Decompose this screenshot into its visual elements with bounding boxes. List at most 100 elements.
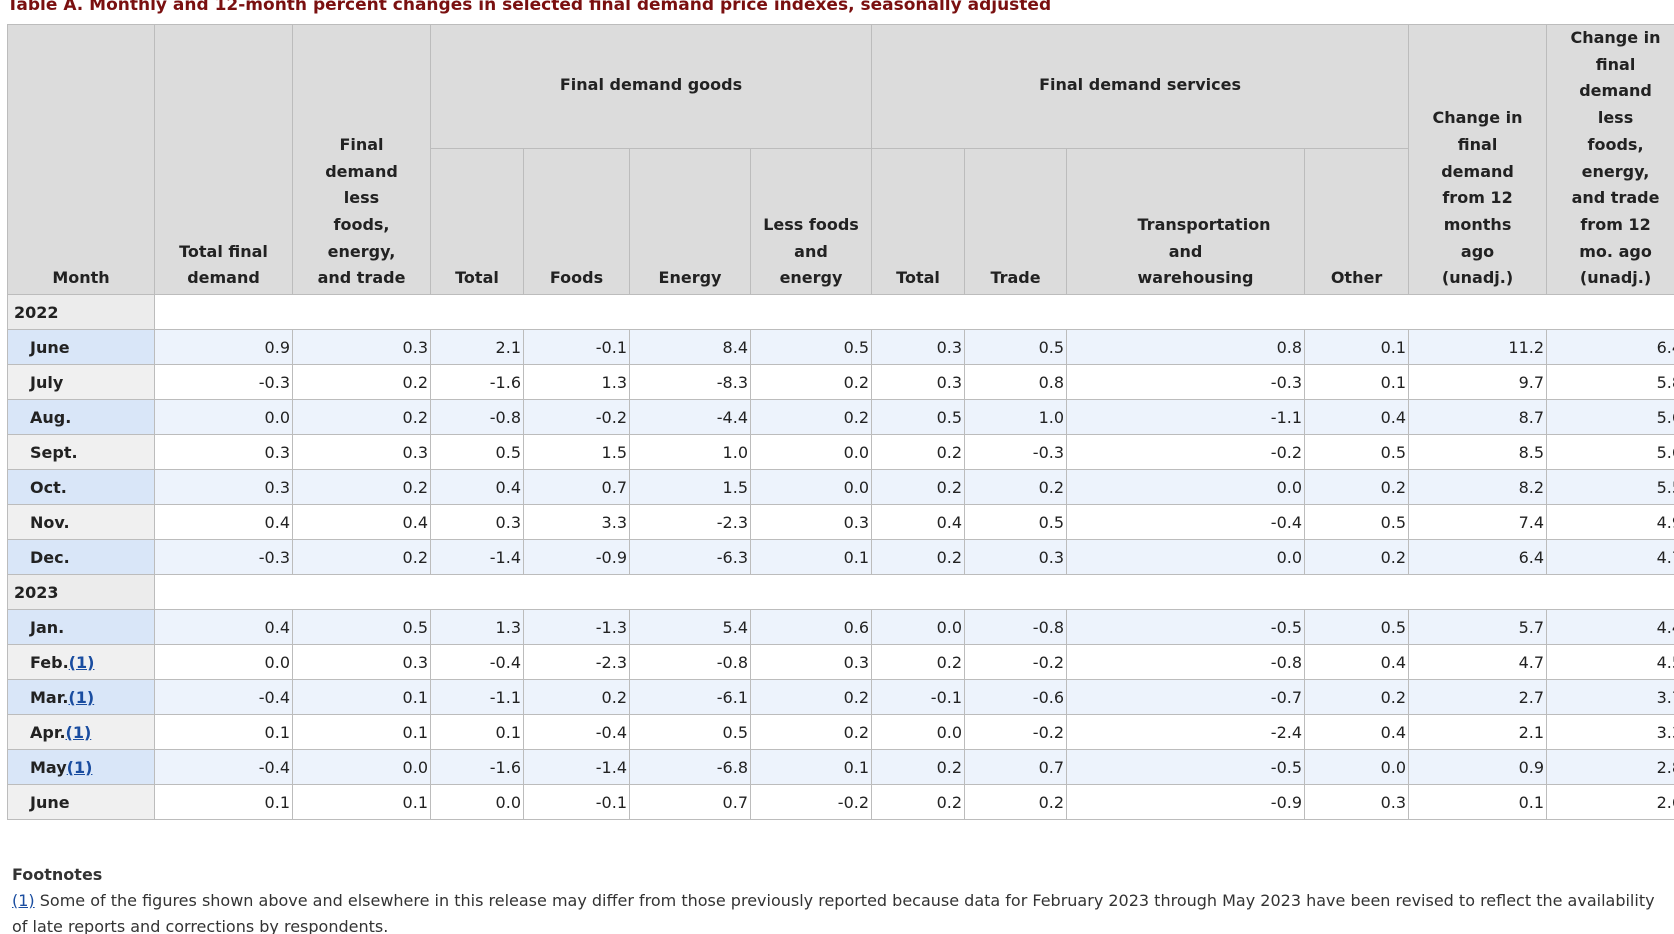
value-cell: 0.3	[154, 434, 293, 471]
value-cell: -2.4	[1066, 714, 1306, 751]
footnote-link[interactable]: (1)	[68, 652, 95, 672]
data-row: Mar.(1) -0.4 0.1 -1.1 0.2 -6.1 0.2 -0.1 -0.6 -0.7…	[7, 679, 1674, 716]
value-cell: 4.9	[1546, 504, 1674, 541]
month-cell: Apr.(1)	[7, 714, 155, 751]
header-text: Total	[455, 268, 499, 288]
value-cell: 0.7	[629, 784, 751, 821]
value-cell: -0.8	[1066, 644, 1306, 681]
value-cell: 0.2	[1304, 469, 1410, 506]
header-text: Month	[52, 268, 110, 288]
value-cell: -0.1	[523, 329, 630, 366]
value-cell: 0.0	[1066, 469, 1306, 506]
value-cell: 0.4	[154, 504, 293, 541]
data-row: Sept. 0.3 0.3 0.5 1.5 1.0 0.0 0.2 -0.3 -0.2 0.5 8.5…	[7, 434, 1674, 471]
value-cell: 0.1	[154, 784, 293, 821]
header-text: Final demand less foods, energy, and tra…	[317, 134, 406, 288]
value-cell: 0.1	[430, 714, 524, 751]
value-cell: 5.5	[1546, 469, 1674, 506]
value-cell: -2.3	[523, 644, 630, 681]
value-cell: 4.7	[1408, 644, 1548, 681]
year-filler	[153, 294, 1674, 331]
data-row: June 0.9 0.3 2.1 -0.1 8.4 0.5 0.3 0.5 0.8 0.1 11.2 6…	[7, 329, 1674, 366]
value-cell: 0.3	[154, 469, 293, 506]
value-cell: -0.3	[1066, 364, 1306, 401]
year-row: 2022	[7, 294, 1674, 331]
value-cell: -0.4	[1066, 504, 1306, 541]
value-cell: 0.2	[292, 469, 431, 506]
month-label: June	[30, 337, 70, 357]
value-cell: 1.5	[629, 469, 751, 506]
value-cell: 0.6	[749, 609, 873, 646]
footnote-link[interactable]: (1)	[68, 687, 95, 707]
data-row: Aug. 0.0 0.2 -0.8 -0.2 -4.4 0.2 0.5 1.0 -1.1 0.4 8.…	[7, 399, 1674, 436]
value-cell: 0.3	[871, 364, 966, 401]
value-cell: 1.3	[430, 609, 524, 646]
column-header: Other	[1304, 148, 1410, 296]
value-cell: 0.1	[1304, 329, 1410, 366]
value-cell: -4.4	[629, 399, 751, 436]
value-cell: 6.4	[1408, 539, 1548, 576]
value-cell: -0.9	[523, 539, 630, 576]
value-cell: 0.7	[523, 469, 630, 506]
value-cell: 1.0	[629, 434, 751, 471]
value-cell: -0.8	[430, 399, 524, 436]
data-row: July -0.3 0.2 -1.6 1.3 -8.3 0.2 0.3 0.8 -0.3 0.1 9.…	[7, 364, 1674, 401]
header-text: Less foods and energy	[763, 214, 859, 288]
value-cell: 0.2	[749, 714, 873, 751]
month-cell: Mar.(1)	[7, 679, 155, 716]
value-cell: -1.1	[1066, 399, 1306, 436]
value-cell: -6.3	[629, 539, 751, 576]
value-cell: -0.5	[1066, 749, 1306, 786]
value-cell: 0.3	[292, 644, 431, 681]
month-cell: May(1)	[7, 749, 155, 786]
value-cell: 0.7	[964, 749, 1068, 786]
value-cell: 0.2	[292, 539, 431, 576]
value-cell: -0.8	[964, 609, 1068, 646]
value-cell: 3.7	[1546, 679, 1674, 716]
value-cell: 2.6	[1546, 784, 1674, 821]
value-cell: 5.4	[629, 609, 751, 646]
group-header: Final demand services	[871, 23, 1410, 150]
footnotes-heading: Footnotes	[12, 865, 103, 884]
footnote-marker[interactable]: (1)	[12, 891, 35, 910]
value-cell: 0.3	[430, 504, 524, 541]
month-cell: Sept.	[7, 434, 155, 471]
value-cell: 5.6	[1546, 399, 1674, 436]
value-cell: 0.0	[154, 399, 293, 436]
value-cell: -0.1	[523, 784, 630, 821]
value-cell: 0.4	[871, 504, 966, 541]
value-cell: 8.2	[1408, 469, 1548, 506]
value-cell: 2.7	[1408, 679, 1548, 716]
value-cell: 0.1	[292, 714, 431, 751]
value-cell: 0.0	[749, 469, 873, 506]
footnote-link[interactable]: (1)	[65, 722, 92, 742]
value-cell: 0.2	[871, 539, 966, 576]
data-row: Nov. 0.4 0.4 0.3 3.3 -2.3 0.3 0.4 0.5 -0.4 0.5 7.4 4…	[7, 504, 1674, 541]
month-cell: Feb.(1)	[7, 644, 155, 681]
value-cell: 8.5	[1408, 434, 1548, 471]
column-header: Change in final demand from 12 months ag…	[1408, 23, 1548, 296]
group-header: Final demand goods	[429, 23, 873, 150]
value-cell: 0.4	[1304, 714, 1410, 751]
month-label: July	[30, 372, 64, 392]
value-cell: -0.8	[629, 644, 751, 681]
value-cell: -0.2	[1066, 434, 1306, 471]
table-title: Table A. Monthly and 12-month percent ch…	[7, 0, 1052, 15]
header-text: Transportation and warehousing	[1137, 214, 1271, 288]
value-cell: 5.8	[1546, 364, 1674, 401]
value-cell: 0.3	[292, 434, 431, 471]
month-label: June	[30, 792, 70, 812]
value-cell: 0.2	[1304, 539, 1410, 576]
footnote-link[interactable]: (1)	[66, 757, 93, 777]
value-cell: 0.2	[871, 469, 966, 506]
value-cell: 0.0	[749, 434, 873, 471]
footnote-text: Some of the figures shown above and else…	[12, 891, 1655, 934]
month-label: Apr.	[30, 722, 66, 742]
value-cell: -0.1	[871, 679, 966, 716]
value-cell: 0.2	[749, 399, 873, 436]
column-header: Foods	[523, 148, 630, 296]
header-text: Other	[1330, 268, 1383, 288]
month-label: Mar.	[30, 687, 69, 707]
value-cell: 7.4	[1408, 504, 1548, 541]
month-cell: July	[7, 364, 155, 401]
